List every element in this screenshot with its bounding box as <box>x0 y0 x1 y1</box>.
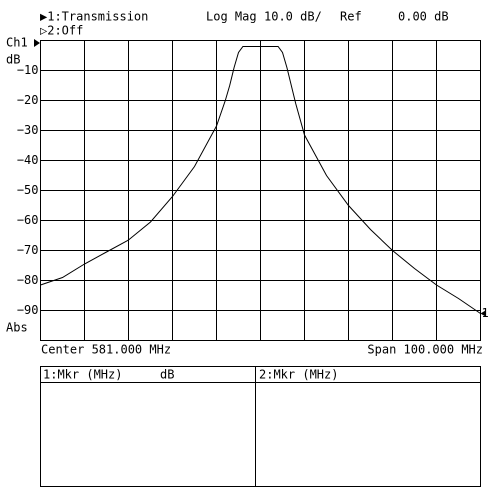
format: Log Mag <box>206 10 257 24</box>
ref-label: Ref <box>340 10 362 24</box>
y-tick-label: −40 <box>17 153 39 167</box>
y-tick-label: −30 <box>17 123 39 137</box>
y-tick-label: −70 <box>17 243 39 257</box>
marker-label: 1 <box>482 306 489 320</box>
y-tick-label: −20 <box>17 93 39 107</box>
scale: 10.0 dB/ <box>264 10 322 24</box>
marker-table <box>40 366 481 487</box>
col2-title: 2:Mkr (MHz) <box>259 368 338 382</box>
y-tick-label: −10 <box>17 63 39 77</box>
y-tick-label: −50 <box>17 183 39 197</box>
ref-value: 0.00 dB <box>398 10 449 24</box>
y-unit: dB <box>6 53 20 67</box>
center: Center 581.000 MHz <box>41 343 171 357</box>
trace2: ▷2:Off <box>40 24 83 38</box>
col1-unit: dB <box>160 368 174 382</box>
marker-arrow <box>480 310 486 317</box>
col1-title: 1:Mkr (MHz) <box>43 368 122 382</box>
ref-arrow <box>34 39 40 47</box>
span: Span 100.000 MHz <box>367 343 483 357</box>
y-tick-label: −80 <box>17 273 39 287</box>
y-mode: Abs <box>6 321 28 335</box>
trace1: ▶1:Transmission <box>40 10 148 24</box>
y-tick-label: −60 <box>17 213 39 227</box>
trace <box>40 46 481 314</box>
channel: Ch1 <box>6 36 28 50</box>
y-tick-label: −90 <box>17 303 39 317</box>
